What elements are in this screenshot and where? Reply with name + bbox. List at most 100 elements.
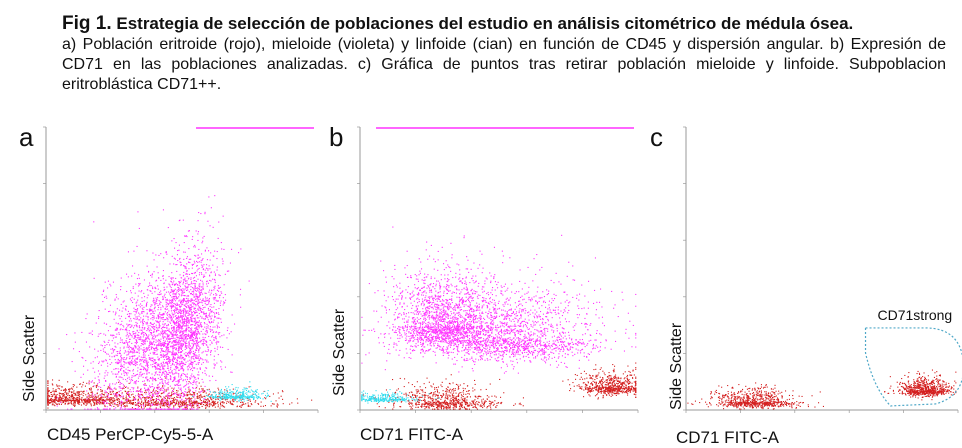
data-point (115, 373, 117, 375)
data-point (188, 381, 190, 383)
data-point (201, 363, 203, 365)
data-point (175, 399, 177, 401)
data-point (178, 348, 180, 350)
data-point (160, 279, 162, 281)
data-point (182, 340, 184, 342)
data-point (186, 395, 188, 397)
data-point (207, 220, 209, 222)
data-point (76, 400, 78, 402)
data-point (193, 403, 195, 405)
data-point (218, 221, 220, 223)
data-point (177, 284, 179, 286)
data-point (200, 402, 202, 404)
data-point (177, 341, 179, 343)
data-point (162, 386, 164, 388)
data-point (115, 376, 117, 378)
data-point (187, 273, 189, 275)
data-point (59, 392, 61, 394)
data-point (109, 385, 111, 387)
data-point (212, 403, 214, 405)
data-point (198, 405, 200, 407)
data-point (228, 333, 230, 335)
data-point (226, 402, 228, 404)
data-point (173, 311, 175, 313)
data-point (137, 285, 139, 287)
data-point (213, 271, 215, 273)
data-point (128, 346, 130, 348)
data-point (76, 399, 78, 401)
data-point (165, 299, 167, 301)
data-point (162, 275, 164, 277)
data-point (58, 392, 60, 394)
data-point (197, 261, 199, 263)
data-point (126, 329, 128, 331)
data-point (209, 405, 211, 407)
data-point (149, 394, 151, 396)
data-point (183, 404, 185, 406)
data-point (177, 319, 179, 321)
data-point (166, 399, 168, 401)
data-point (157, 404, 159, 406)
data-point (197, 362, 199, 364)
data-point (203, 312, 205, 314)
data-point (151, 391, 153, 393)
data-point (209, 275, 211, 277)
data-point (98, 381, 100, 383)
data-point (185, 333, 187, 335)
data-point (129, 400, 131, 402)
data-point (94, 408, 96, 410)
data-point (167, 352, 169, 354)
data-point (205, 328, 207, 330)
data-point (144, 398, 146, 400)
data-point (133, 382, 135, 384)
data-point (180, 362, 182, 364)
data-point (79, 391, 81, 393)
data-point (98, 402, 100, 404)
data-point (194, 324, 196, 326)
data-point (136, 361, 138, 363)
data-point (145, 361, 147, 363)
data-point (159, 369, 161, 371)
data-point (192, 353, 194, 355)
data-point (87, 400, 89, 402)
data-point (112, 383, 114, 385)
data-point (210, 331, 212, 333)
data-point (161, 348, 163, 350)
data-point (65, 400, 67, 402)
data-point (187, 317, 189, 319)
data-point (174, 288, 176, 290)
data-point (89, 402, 91, 404)
data-point (178, 369, 180, 371)
data-point (182, 320, 184, 322)
data-point (238, 252, 240, 254)
data-point (71, 394, 73, 396)
data-point (116, 355, 118, 357)
data-point (194, 402, 196, 404)
data-point (152, 346, 154, 348)
data-point (78, 400, 80, 402)
data-point (181, 299, 183, 301)
data-point (82, 391, 84, 393)
data-point (178, 335, 180, 337)
data-point (176, 322, 178, 324)
data-point (190, 258, 192, 260)
data-point (182, 402, 184, 404)
data-point (208, 335, 210, 337)
data-point (188, 329, 190, 331)
data-point (192, 287, 194, 289)
data-point (177, 340, 179, 342)
data-point (176, 396, 178, 398)
data-point (81, 399, 83, 401)
data-point (53, 404, 55, 406)
data-point (202, 389, 204, 391)
data-point (118, 403, 120, 405)
data-point (107, 394, 109, 396)
data-point (143, 300, 145, 302)
data-point (191, 272, 193, 274)
data-point (89, 346, 91, 348)
data-point (117, 399, 119, 401)
data-point (147, 400, 149, 402)
data-point (89, 389, 91, 391)
data-point (161, 314, 163, 316)
data-point (105, 359, 107, 361)
